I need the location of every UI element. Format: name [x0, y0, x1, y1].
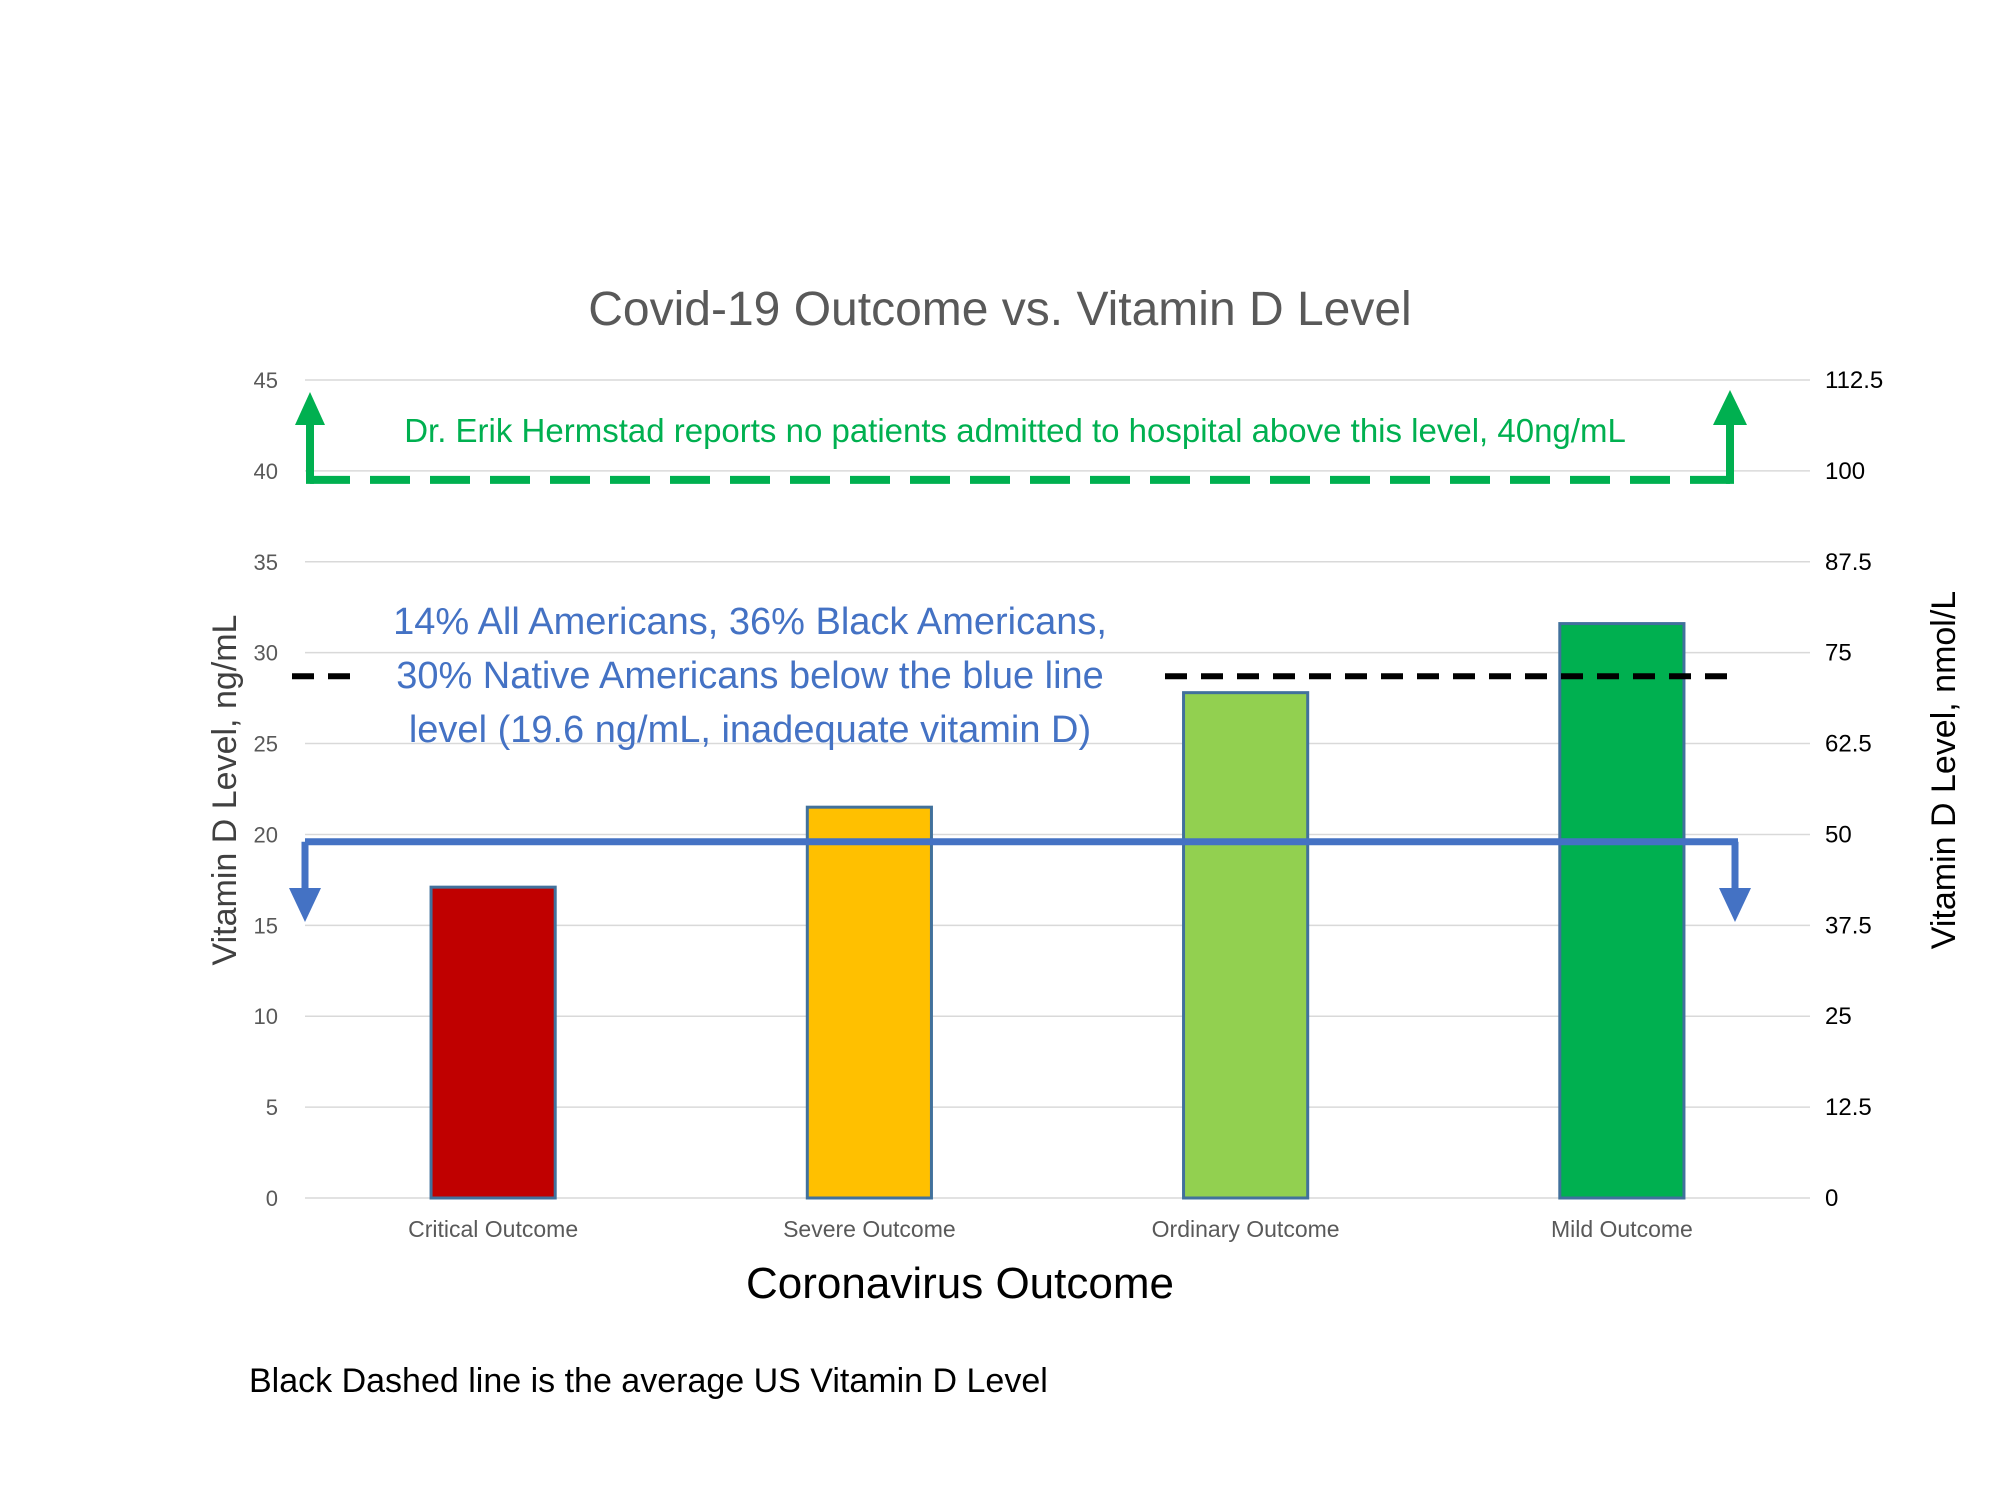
footnote: Black Dashed line is the average US Vita…: [249, 1362, 1048, 1400]
x-tick-label: Ordinary Outcome: [1152, 1216, 1340, 1242]
reference-lines: Dr. Erik Hermstad reports no patients ad…: [289, 390, 1751, 922]
blue-arrowhead-left: [289, 888, 321, 922]
y2-tick-label: 12.5: [1825, 1094, 1872, 1121]
y-tick-label: 30: [254, 641, 278, 666]
chart-title: Covid-19 Outcome vs. Vitamin D Level: [588, 283, 1411, 336]
green-arrowhead-left: [295, 392, 325, 425]
green-line-label: Dr. Erik Hermstad reports no patients ad…: [404, 412, 1626, 449]
bars: [429, 622, 1686, 1200]
y-axis-label: Vitamin D Level, ng/mL: [206, 615, 244, 966]
y2-tick-label: 62.5: [1825, 731, 1872, 758]
annotation-line: 30% Native Americans below the blue line: [396, 655, 1104, 697]
y-tick-label: 5: [266, 1095, 278, 1120]
y-tick-label: 40: [254, 459, 278, 484]
annotation-line: 14% All Americans, 36% Black Americans,: [393, 601, 1107, 643]
y2-tick-label: 0: [1825, 1185, 1838, 1212]
y-tick-label: 20: [254, 822, 278, 847]
y2-tick-label: 112.5: [1825, 367, 1883, 394]
bar: [429, 885, 557, 1200]
x-tick-label: Mild Outcome: [1551, 1216, 1693, 1242]
blue-arrowhead-right: [1719, 888, 1751, 922]
bar: [1558, 622, 1686, 1200]
y-tick-label: 10: [254, 1004, 278, 1029]
y-tick-label: 25: [254, 732, 278, 757]
annotation: 14% All Americans, 36% Black Americans, 3…: [393, 601, 1107, 751]
y2-tick-label: 100: [1825, 458, 1865, 485]
y2-axis-label: Vitamin D Level, nmol/L: [1925, 591, 1963, 949]
y-tick-label: 45: [254, 368, 278, 393]
y-axis-ticks: 0 5 10 15 20 25 30 35 40 45: [254, 368, 278, 1211]
y2-tick-label: 50: [1825, 821, 1852, 848]
x-tick-label: Severe Outcome: [783, 1216, 956, 1242]
y2-tick-label: 75: [1825, 640, 1852, 667]
y2-axis-ticks: 0 12.5 25 37.5 50 62.5 75 87.5 100 112.5: [1825, 367, 1883, 1212]
y2-tick-label: 87.5: [1825, 549, 1872, 576]
bar: [805, 805, 933, 1200]
green-arrowhead-right: [1713, 390, 1747, 425]
x-axis-ticks: Critical Outcome Severe Outcome Ordinary O…: [408, 1216, 1693, 1242]
x-tick-label: Critical Outcome: [408, 1216, 578, 1242]
y2-tick-label: 37.5: [1825, 912, 1872, 939]
x-axis-label: Coronavirus Outcome: [746, 1259, 1174, 1308]
bar: [1182, 691, 1310, 1200]
y2-tick-label: 25: [1825, 1003, 1852, 1030]
y-tick-label: 35: [254, 550, 278, 575]
annotation-line: level (19.6 ng/mL, inadequate vitamin D): [409, 709, 1091, 751]
y-tick-label: 0: [266, 1186, 278, 1211]
y-tick-label: 15: [254, 913, 278, 938]
